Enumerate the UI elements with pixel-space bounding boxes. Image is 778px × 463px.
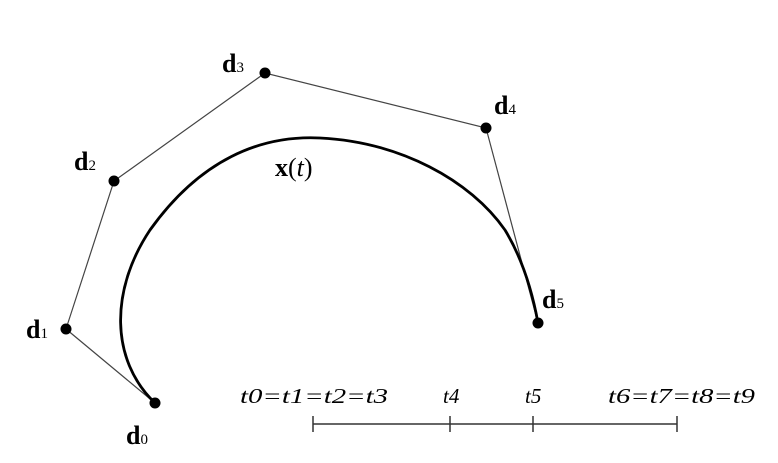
control-point-d0 — [149, 397, 161, 409]
control-point-d3 — [259, 67, 271, 79]
control-polygon — [65, 72, 539, 404]
control-point-label-d5: d5 — [542, 285, 564, 314]
control-point-label-d0: d0 — [126, 421, 148, 450]
knot-label-t4: t4 — [443, 384, 460, 408]
knot-axis: t0=t1=t2=t3 t4 t5 t6=t7=t8=t9 — [240, 384, 756, 432]
control-point-d4 — [480, 122, 492, 134]
bspline-curve — [119, 136, 540, 405]
control-point-label-d2: d2 — [74, 147, 96, 176]
knot-label-t5: t5 — [525, 384, 541, 408]
curve-label: x(t) — [275, 153, 313, 182]
control-point-label-d3: d3 — [222, 49, 244, 78]
knot-label-start: t0=t1=t2=t3 — [240, 384, 388, 408]
knot-label-end: t6=t7=t8=t9 — [608, 384, 756, 408]
control-point-d5 — [532, 317, 544, 329]
control-point-label-d4: d4 — [494, 91, 516, 120]
control-point-d1 — [60, 323, 72, 335]
control-point-label-d1: d1 — [26, 315, 48, 344]
control-point-d2 — [108, 175, 120, 187]
